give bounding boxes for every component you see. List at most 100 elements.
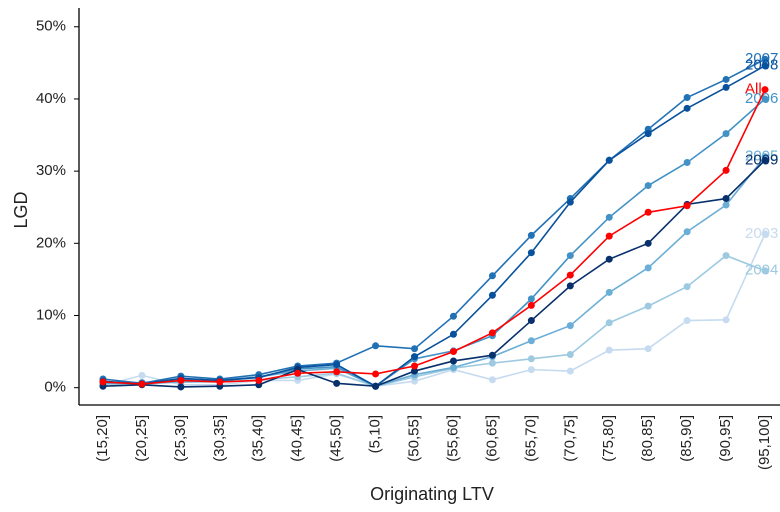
- point: [605, 319, 613, 327]
- series-label: 2004: [745, 262, 778, 279]
- series-line: [102, 65, 766, 388]
- point: [605, 213, 613, 221]
- point: [761, 267, 769, 275]
- point: [644, 182, 652, 190]
- point: [644, 302, 652, 310]
- x-tick-label: (35,40]: [250, 415, 267, 462]
- point: [644, 208, 652, 216]
- point: [722, 252, 730, 260]
- x-tick-label: (30,35]: [211, 415, 228, 462]
- series-label: 2006: [745, 90, 778, 107]
- point: [566, 282, 574, 290]
- point: [138, 380, 146, 388]
- point: [411, 345, 419, 353]
- point: [411, 353, 419, 361]
- point: [527, 317, 535, 325]
- point: [683, 94, 691, 102]
- point: [449, 348, 457, 356]
- point: [488, 351, 496, 359]
- point: [372, 342, 380, 350]
- point: [683, 228, 691, 236]
- point: [177, 383, 185, 391]
- x-tick-label: (20,25]: [133, 415, 150, 462]
- point: [722, 201, 730, 209]
- point: [683, 317, 691, 325]
- point: [605, 156, 613, 164]
- series-line: [102, 159, 766, 388]
- y-tick-label: 50%: [36, 18, 66, 35]
- point: [683, 202, 691, 210]
- point: [527, 355, 535, 363]
- x-tick-label: (55,60]: [444, 415, 461, 462]
- y-axis-title: LGD: [11, 191, 31, 228]
- point: [761, 62, 769, 70]
- point: [605, 255, 613, 263]
- point: [411, 362, 419, 370]
- point: [527, 249, 535, 257]
- point: [722, 166, 730, 174]
- x-tick-label: (15,20]: [94, 415, 111, 462]
- x-tick-label: (85,90]: [678, 415, 695, 462]
- point: [333, 379, 341, 387]
- series-line: [103, 156, 766, 388]
- series-line: [102, 233, 766, 388]
- y-tick-label: 40%: [36, 90, 66, 107]
- series-line: [102, 89, 766, 385]
- point: [488, 329, 496, 337]
- point: [761, 86, 769, 94]
- point: [761, 230, 769, 238]
- x-tick-label: (95,100]: [756, 415, 773, 470]
- point: [216, 378, 224, 386]
- point: [333, 361, 341, 369]
- point: [527, 337, 535, 345]
- x-tick-label: (25,30]: [172, 415, 189, 462]
- x-tick-label: (90,95]: [717, 415, 734, 462]
- point: [644, 239, 652, 247]
- point: [449, 330, 457, 338]
- x-tick-label: (70,75]: [561, 415, 578, 462]
- point: [372, 370, 380, 378]
- point: [527, 231, 535, 239]
- y-tick-label: 10%: [36, 306, 66, 323]
- x-tick-label: (80,85]: [639, 415, 656, 462]
- x-tick-label: (65,70]: [522, 415, 539, 462]
- x-tick-label: (5,10]: [367, 415, 384, 453]
- point: [605, 288, 613, 296]
- point: [761, 156, 769, 164]
- point: [333, 368, 341, 376]
- point: [566, 367, 574, 375]
- point: [411, 367, 419, 375]
- point: [566, 198, 574, 206]
- series-label: All: [745, 81, 762, 98]
- series-line: [102, 58, 766, 385]
- point: [294, 369, 302, 377]
- point: [449, 357, 457, 365]
- point: [449, 312, 457, 320]
- point: [722, 195, 730, 203]
- point: [722, 75, 730, 83]
- point: [177, 376, 185, 384]
- point: [527, 366, 535, 374]
- x-tick-label: (40,45]: [289, 415, 306, 462]
- point: [644, 130, 652, 138]
- point: [488, 291, 496, 299]
- point: [644, 264, 652, 272]
- x-tick-label: (75,80]: [600, 415, 617, 462]
- y-tick-label: 30%: [36, 162, 66, 179]
- point: [683, 104, 691, 112]
- point: [761, 55, 769, 63]
- series-label: 2005: [745, 148, 778, 165]
- point: [255, 376, 263, 384]
- series-label: 2009: [745, 151, 778, 168]
- point: [566, 322, 574, 330]
- series-line: [103, 98, 766, 388]
- point: [722, 130, 730, 138]
- series-label: 2003: [745, 225, 778, 242]
- point: [449, 363, 457, 371]
- point: [683, 158, 691, 166]
- point: [761, 95, 769, 103]
- point: [527, 301, 535, 309]
- point: [722, 316, 730, 324]
- point: [527, 295, 535, 303]
